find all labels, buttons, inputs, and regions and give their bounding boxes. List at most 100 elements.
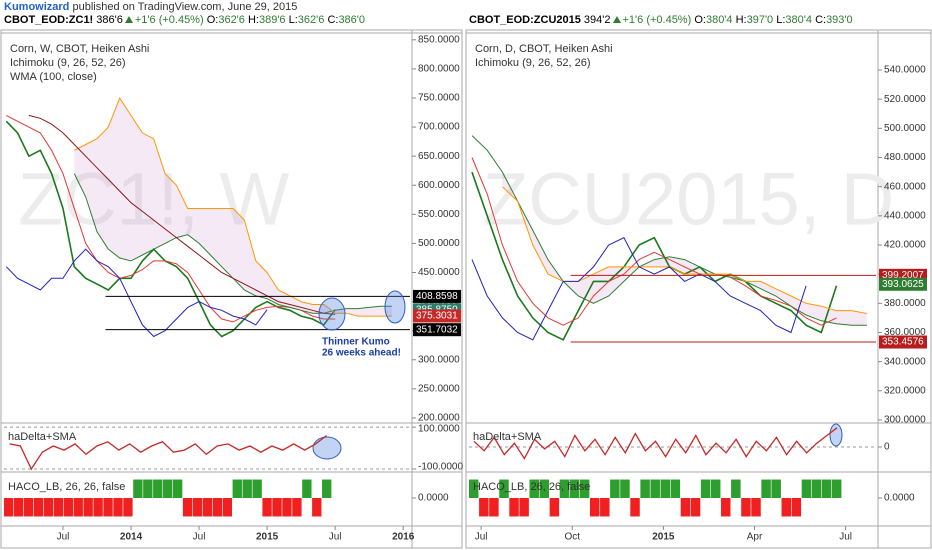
haco-bar: [53, 498, 64, 517]
haco-bar: [610, 479, 620, 498]
haco-bar: [569, 479, 580, 498]
series-line: [74, 96, 392, 317]
symbol: CBOT_EOD:ZC1!: [4, 14, 94, 26]
haco-bar: [4, 498, 14, 517]
symbol: CBOT_EOD:ZCU2015: [469, 14, 581, 26]
y-tick-label: 440.0000: [884, 210, 926, 221]
x-tick-label: 2015: [256, 532, 279, 543]
price-label-box: [879, 277, 927, 291]
x-tick-label: Jul: [193, 532, 206, 543]
x-tick-label: Jul: [57, 532, 70, 543]
haco-bar: [499, 479, 509, 498]
series-line: [471, 237, 807, 341]
series-line: [6, 114, 336, 323]
y-tick-label: 320.0000: [884, 385, 926, 396]
haco-bar: [282, 498, 292, 517]
y-tick-label: 0.0000: [884, 493, 915, 504]
haco-bar: [559, 479, 570, 498]
series-line: [5, 248, 268, 338]
haco-bar: [73, 498, 83, 517]
price-label: 375.3031: [416, 311, 458, 322]
pane-title: haDelta+SMA: [473, 431, 542, 443]
price-label-box: [879, 335, 927, 349]
watermark: ZC1!, W: [18, 158, 289, 241]
y-tick-label: 250.0000: [418, 383, 460, 394]
haco-bar: [93, 498, 103, 517]
highlight-circle: [384, 290, 406, 324]
author: Kumowizard: [4, 1, 70, 13]
haco-bar: [133, 479, 143, 498]
haco-bar: [479, 498, 489, 517]
up-arrow: [124, 16, 133, 23]
haco-bar: [222, 498, 233, 517]
haco-bar: [13, 498, 24, 517]
y-tick-label: 0: [884, 442, 890, 453]
haco-bar: [620, 479, 630, 498]
haco-bar: [123, 498, 133, 517]
study-label: Ichimoku (9, 26, 52, 26): [10, 57, 126, 69]
haco-bar: [831, 479, 842, 498]
ohlc-key: C:: [815, 14, 827, 26]
series-line: [471, 157, 837, 326]
y-tick-label: 420.0000: [884, 240, 926, 251]
haco-bar: [761, 479, 771, 498]
haco-bar: [143, 479, 153, 498]
y-tick-label: 750.0000: [418, 93, 460, 104]
annotation: Thinner Kumo: [322, 337, 390, 348]
haco-bar: [103, 498, 113, 517]
x-tick-label: 2016: [392, 532, 415, 543]
haco-bar: [182, 498, 193, 517]
price-label: 399.2007: [882, 270, 924, 281]
haco-bar: [781, 498, 791, 517]
haco-bar: [751, 498, 761, 517]
pane-title: haDelta+SMA: [8, 431, 77, 443]
series-line: [5, 120, 336, 338]
y-tick-label: 450.0000: [418, 267, 460, 278]
haco-bar: [469, 479, 479, 498]
ohlc-value: 380'4: [785, 14, 812, 26]
last-price: 386'6: [96, 14, 123, 26]
pane-title: HACO_LB, 26, 26, false: [8, 481, 125, 493]
haco-bar: [509, 498, 519, 517]
haco-bar: [272, 498, 282, 517]
study-label: WMA (100, close): [10, 71, 97, 83]
haco-bar: [312, 498, 322, 517]
study-label: Ichimoku (9, 26, 52, 26): [475, 57, 591, 69]
y-tick-label: 700.0000: [418, 122, 460, 133]
haco-bar: [811, 479, 822, 498]
haco-bar: [731, 479, 741, 498]
series-line: [28, 114, 336, 315]
y-tick-label: 500.0000: [418, 238, 460, 249]
ohlc-value: 393'0: [826, 14, 853, 26]
haco-bar: [670, 479, 681, 498]
y-tick-label: 500.0000: [884, 123, 926, 134]
haco-bar: [172, 479, 183, 498]
haco-bar: [589, 498, 600, 517]
y-tick-label: 480.0000: [884, 152, 926, 163]
ohlc-key: H:: [247, 14, 259, 26]
y-tick-label: 300.0000: [884, 415, 926, 426]
kumo-fill: [74, 97, 392, 317]
price-label-box: [413, 323, 461, 337]
haco-bar: [821, 479, 832, 498]
publish-line: Kumowizard published on TradingView.com,…: [4, 1, 297, 13]
price-label-box: [413, 309, 461, 323]
ohlc-key: H:: [735, 14, 747, 26]
kumo-fill: [502, 172, 867, 326]
price-label: 393.0625: [882, 279, 924, 290]
y-tick-label: 520.0000: [884, 94, 926, 105]
y-tick-label: 800.0000: [418, 64, 460, 75]
price-label: 408.8598: [416, 291, 458, 302]
chart-header: CBOT_EOD:ZCU2015 394'2 +1'6 (+0.45%) O:38…: [469, 14, 853, 26]
chart-header: CBOT_EOD:ZC1! 386'6 +1'6 (+0.45%) O:362'6…: [4, 14, 365, 26]
y-tick-label: 340.0000: [884, 356, 926, 367]
x-tick-label: Jul: [329, 532, 342, 543]
study-label: Corn, W, CBOT, Heiken Ashi: [10, 43, 149, 55]
series-line: [9, 434, 327, 471]
x-tick-label: 2014: [120, 532, 143, 543]
x-tick-label: Jul: [475, 532, 488, 543]
y-tick-label: 380.0000: [884, 298, 926, 309]
haco-bar: [650, 479, 660, 498]
highlight-circle: [829, 423, 843, 447]
series-line: [471, 171, 838, 341]
